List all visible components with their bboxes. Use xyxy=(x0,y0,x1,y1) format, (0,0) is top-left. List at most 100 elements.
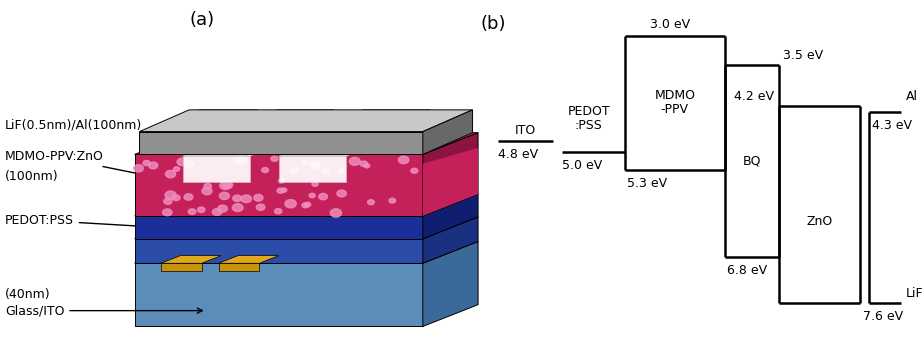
Circle shape xyxy=(322,169,330,174)
Circle shape xyxy=(220,181,231,190)
Circle shape xyxy=(278,179,285,183)
Circle shape xyxy=(237,157,248,164)
Polygon shape xyxy=(201,110,257,154)
Circle shape xyxy=(274,208,282,214)
Polygon shape xyxy=(135,216,423,239)
Polygon shape xyxy=(219,263,260,271)
Circle shape xyxy=(423,136,431,141)
Text: MDMO
-PPV: MDMO -PPV xyxy=(654,90,695,117)
Circle shape xyxy=(360,161,368,167)
Circle shape xyxy=(290,168,299,174)
Text: ZnO: ZnO xyxy=(807,216,833,229)
Circle shape xyxy=(326,151,332,154)
Circle shape xyxy=(265,137,273,142)
Circle shape xyxy=(240,147,249,154)
Polygon shape xyxy=(423,133,478,216)
Text: LiF: LiF xyxy=(906,287,923,300)
Circle shape xyxy=(319,193,327,200)
Circle shape xyxy=(165,191,176,199)
Circle shape xyxy=(394,140,401,145)
Circle shape xyxy=(407,138,415,143)
Circle shape xyxy=(398,156,408,164)
Circle shape xyxy=(292,134,298,138)
Circle shape xyxy=(364,164,370,168)
Circle shape xyxy=(328,147,335,152)
Circle shape xyxy=(256,204,265,210)
Text: Glass/ITO: Glass/ITO xyxy=(5,304,202,317)
Circle shape xyxy=(177,158,188,166)
Text: Al: Al xyxy=(906,90,918,103)
Circle shape xyxy=(184,144,189,148)
Circle shape xyxy=(174,167,179,171)
Polygon shape xyxy=(279,134,401,156)
Text: (b): (b) xyxy=(480,15,505,33)
Circle shape xyxy=(198,207,205,212)
Circle shape xyxy=(177,139,183,143)
Text: 4.3 eV: 4.3 eV xyxy=(871,119,912,132)
Polygon shape xyxy=(183,134,305,156)
Text: 6.8 eV: 6.8 eV xyxy=(727,264,767,277)
Circle shape xyxy=(418,138,426,144)
Circle shape xyxy=(312,182,318,186)
Text: (100nm): (100nm) xyxy=(5,170,58,183)
Circle shape xyxy=(368,200,374,205)
Text: 3.0 eV: 3.0 eV xyxy=(650,18,690,32)
Circle shape xyxy=(325,137,333,143)
Circle shape xyxy=(305,202,310,207)
Polygon shape xyxy=(308,110,430,132)
Circle shape xyxy=(212,148,220,154)
Text: (40nm): (40nm) xyxy=(5,288,51,302)
Text: (a): (a) xyxy=(189,11,214,28)
Text: LiF(0.5nm)/Al(100nm): LiF(0.5nm)/Al(100nm) xyxy=(5,119,250,138)
Circle shape xyxy=(202,187,213,195)
Circle shape xyxy=(421,139,427,143)
Circle shape xyxy=(149,162,158,169)
Circle shape xyxy=(337,190,346,197)
Circle shape xyxy=(261,167,269,173)
Circle shape xyxy=(219,192,229,199)
Circle shape xyxy=(204,184,212,189)
Circle shape xyxy=(185,161,194,167)
Text: PEDOT:PSS: PEDOT:PSS xyxy=(5,214,154,229)
Polygon shape xyxy=(140,132,423,154)
Text: MDMO-PPV:ZnO: MDMO-PPV:ZnO xyxy=(5,150,154,178)
Polygon shape xyxy=(221,110,334,132)
Text: PEDOT
:PSS: PEDOT :PSS xyxy=(567,105,610,132)
Circle shape xyxy=(389,145,395,149)
Circle shape xyxy=(229,137,235,142)
Circle shape xyxy=(218,205,227,212)
Circle shape xyxy=(223,181,233,188)
Circle shape xyxy=(309,193,315,198)
Polygon shape xyxy=(308,132,375,154)
Circle shape xyxy=(330,209,342,217)
Text: 4.8 eV: 4.8 eV xyxy=(498,148,539,161)
Circle shape xyxy=(285,200,297,208)
Circle shape xyxy=(241,195,251,203)
Circle shape xyxy=(184,194,193,200)
Text: 7.6 eV: 7.6 eV xyxy=(863,310,903,323)
Polygon shape xyxy=(221,132,279,154)
Polygon shape xyxy=(135,133,478,154)
Polygon shape xyxy=(135,217,478,239)
Circle shape xyxy=(143,160,151,166)
Circle shape xyxy=(396,145,404,151)
Circle shape xyxy=(254,194,263,201)
Circle shape xyxy=(271,156,278,161)
Circle shape xyxy=(411,168,418,173)
Text: BQ: BQ xyxy=(743,154,761,167)
Polygon shape xyxy=(423,110,472,154)
Circle shape xyxy=(234,155,245,164)
Polygon shape xyxy=(423,148,478,216)
Polygon shape xyxy=(135,154,423,216)
Polygon shape xyxy=(135,239,423,263)
Polygon shape xyxy=(140,110,472,132)
Circle shape xyxy=(165,170,176,178)
Circle shape xyxy=(302,160,308,165)
Text: ITO: ITO xyxy=(515,124,536,137)
Polygon shape xyxy=(135,241,478,263)
Circle shape xyxy=(169,141,175,145)
Circle shape xyxy=(188,209,196,214)
Circle shape xyxy=(277,188,284,193)
Circle shape xyxy=(310,161,321,169)
Polygon shape xyxy=(423,194,478,239)
